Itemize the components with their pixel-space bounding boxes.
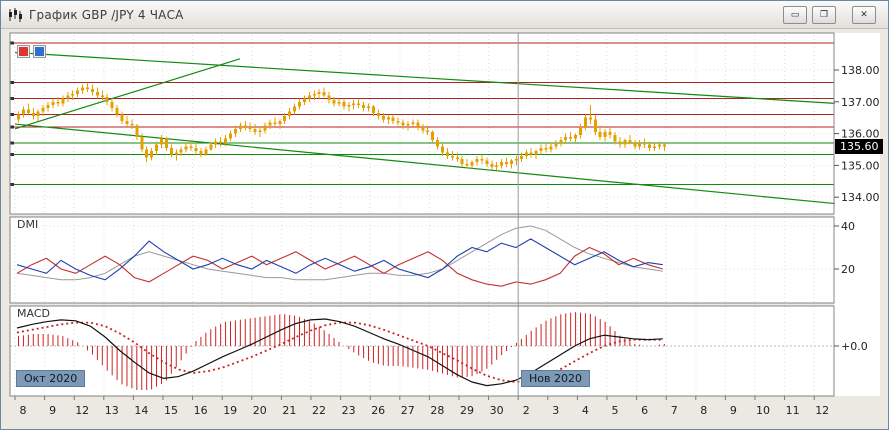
current-price-badge: 135.60 — [835, 139, 883, 154]
close-button[interactable]: ✕ — [852, 5, 876, 24]
minimize-button[interactable]: ▭ — [783, 5, 807, 24]
candlestick-chart-icon — [7, 7, 23, 23]
red-tool-button[interactable] — [17, 45, 30, 58]
x-axis-label: 8 — [20, 404, 27, 417]
macd-indicator-label: MACD — [14, 307, 53, 320]
x-axis-label: 6 — [641, 404, 648, 417]
x-axis-label: 9 — [49, 404, 56, 417]
trendlines — [14, 51, 835, 205]
x-axis-label: 9 — [730, 404, 737, 417]
price-tick-label: 134.00 — [841, 191, 880, 204]
x-axis-label: 29 — [460, 404, 474, 417]
window-controls: ▭ ❐ ✕ — [778, 5, 882, 24]
chart-toolbar — [17, 45, 46, 58]
x-axis-label: 15 — [164, 404, 178, 417]
dmi-lines — [16, 225, 663, 287]
x-axis-label: 21 — [282, 404, 296, 417]
price-tick-label: 135.00 — [841, 159, 880, 172]
x-axis-label: 27 — [401, 404, 415, 417]
blue-tool-button[interactable] — [33, 45, 46, 58]
restore-button[interactable]: ❐ — [812, 5, 836, 24]
x-axis-label: 12 — [815, 404, 829, 417]
macd-plot — [16, 312, 665, 390]
macd-tick-label: +0.0 — [841, 340, 868, 353]
x-axis-label: 13 — [105, 404, 119, 417]
x-axis-label: 19 — [223, 404, 237, 417]
window-title: График GBP /JPY 4 ЧАСА — [29, 7, 184, 22]
axis-labels: 138.00 137.00 136.00 135.00 134.00 40 20 +0.0 8 9… — [14, 64, 880, 417]
candles — [17, 82, 666, 171]
panel-backgrounds — [10, 33, 880, 396]
x-axis-label: 4 — [582, 404, 589, 417]
price-tick-label: 137.00 — [841, 96, 880, 109]
dmi-tick-label: 40 — [841, 220, 855, 233]
gridlines — [10, 35, 834, 396]
x-axis-label: 10 — [756, 404, 770, 417]
panel-borders — [9, 32, 835, 397]
x-axis-label: 30 — [490, 404, 504, 417]
price-tick-label: 136.00 — [841, 128, 880, 141]
x-axis-label: 3 — [552, 404, 559, 417]
x-axis-label: 26 — [371, 404, 385, 417]
x-axis-label: 20 — [253, 404, 267, 417]
x-axis-label: 11 — [786, 404, 800, 417]
x-axis-label: 5 — [612, 404, 619, 417]
titlebar[interactable]: График GBP /JPY 4 ЧАСА ▭ ❐ ✕ — [1, 1, 888, 29]
x-axis-label: 16 — [194, 404, 208, 417]
x-axis-label: 28 — [430, 404, 444, 417]
x-axis-label: 23 — [342, 404, 356, 417]
dmi-indicator-label: DMI — [14, 218, 42, 231]
x-axis-label: 22 — [312, 404, 326, 417]
x-axis-label: 12 — [75, 404, 89, 417]
price-tick-label: 138.00 — [841, 64, 880, 77]
chart-canvas[interactable]: 138.00 137.00 136.00 135.00 134.00 40 20 +0.0 8 9… — [1, 29, 889, 430]
dmi-tick-label: 20 — [841, 263, 855, 276]
x-axis-label: 14 — [134, 404, 148, 417]
month-label-nov: Нов 2020 — [521, 370, 590, 387]
x-axis-label: 7 — [671, 404, 678, 417]
x-axis-label: 8 — [700, 404, 707, 417]
x-axis-label: 2 — [523, 404, 530, 417]
month-label-oct: Окт 2020 — [16, 370, 86, 387]
